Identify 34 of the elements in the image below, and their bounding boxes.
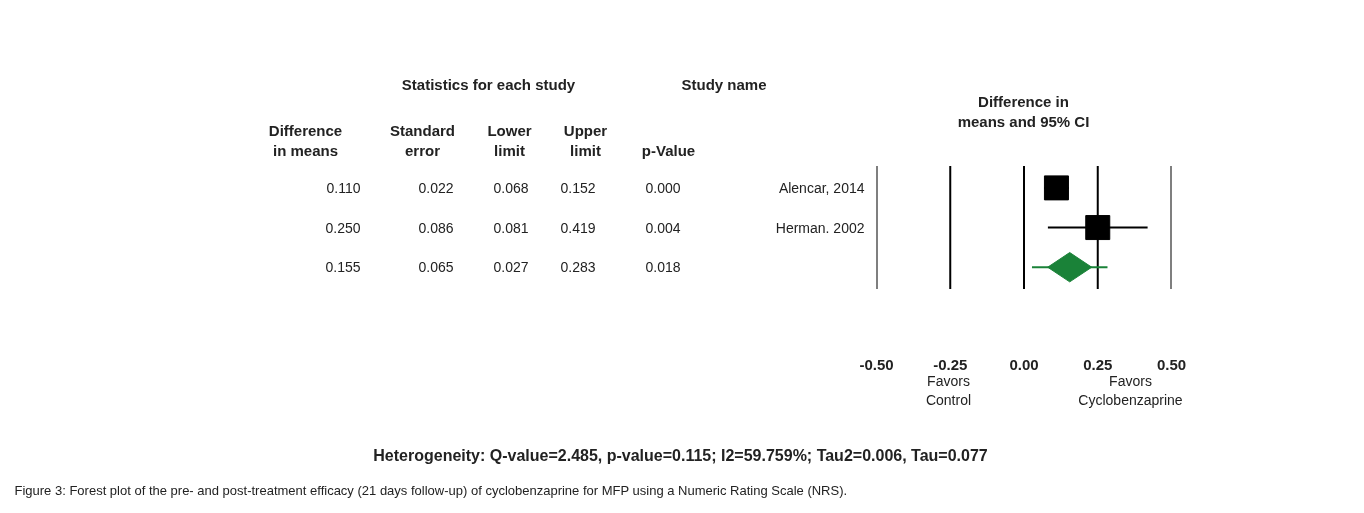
x-tick-label: -0.50 (859, 355, 894, 373)
text: 0.110 (326, 179, 361, 196)
text: Favors Cyclobenzaprine (1078, 372, 1183, 409)
y-tick-label: Herman. 2002 (775, 219, 865, 236)
x-tick-label: 0.25 (1083, 355, 1113, 373)
text: Heterogeneity: Q-value=2.485, p-value=0.115; I2=59.759%; Tau2=0.006, Tau=0.077 (373, 447, 988, 464)
text: 0.081 (493, 219, 529, 236)
text: 0.000 (645, 179, 681, 196)
chart-title: Difference in means and 95% CI (957, 92, 1090, 131)
text: 0.027 (493, 259, 529, 276)
text: Statistics for each study (401, 76, 576, 94)
text: 0.152 (560, 179, 596, 196)
text: 0.065 (418, 259, 454, 276)
text: Standard error (390, 121, 456, 160)
x-tick-label: 0.00 (1009, 355, 1039, 373)
text: Upper limit (563, 121, 608, 160)
text: 0.022 (418, 179, 454, 196)
text: Favors Control (925, 372, 972, 409)
text: p-Value (641, 142, 696, 160)
text: 0.086 (418, 219, 454, 236)
text: Difference in means (268, 121, 343, 160)
x-tick-label: 0.50 (1156, 355, 1187, 373)
text: Study name (681, 76, 767, 94)
x-tick-label: -0.25 (933, 355, 968, 373)
text: Lower limit (487, 121, 532, 160)
text: 0.283 (560, 259, 596, 276)
y-tick-label: Alencar, 2014 (778, 179, 865, 196)
text: 0.419 (560, 219, 596, 236)
text: 0.004 (645, 219, 681, 236)
text: 0.250 (325, 219, 361, 236)
caption: Figure 3: Forest plot of the pre- and post-treatment efficacy (21 days follow-up) of cyclobenzaprine for MFP using a Numeric Rating Scale (NRS). (14, 483, 848, 498)
text: 0.068 (493, 179, 529, 196)
text: 0.018 (645, 259, 681, 276)
text: 0.155 (325, 259, 361, 276)
